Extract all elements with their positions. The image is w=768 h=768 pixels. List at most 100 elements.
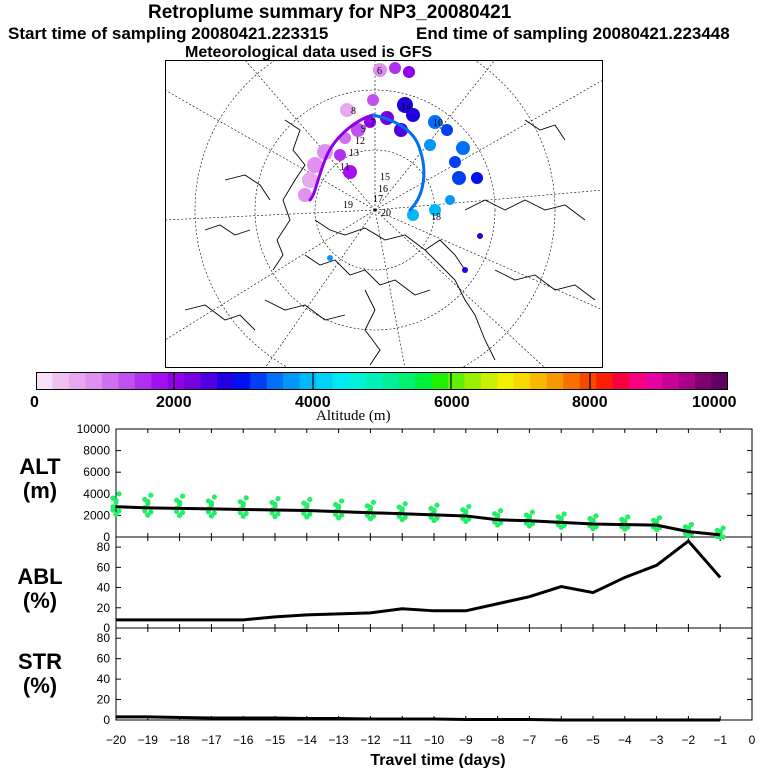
alt-particle-point (116, 491, 122, 497)
colorbar-cell (563, 372, 581, 390)
alt-particle-point (113, 511, 119, 517)
panel-frame (115, 627, 753, 721)
alt-particle-point (174, 508, 180, 515)
y-tick-label: 0 (103, 621, 110, 635)
y-tick-label: 40 (97, 581, 111, 595)
x-tick-label: −6 (554, 733, 568, 747)
alt-particle-point (367, 504, 373, 511)
map-day-label: 19 (343, 200, 353, 211)
map-day-label: 14 (401, 102, 411, 113)
map-day-label: 18 (431, 212, 441, 223)
x-tick-label: −15 (265, 733, 286, 747)
colorbar-cell (431, 372, 449, 390)
alt-particle-point (145, 512, 151, 518)
colorbar-cell (283, 372, 301, 390)
alt-unit-line: (m) (22, 478, 58, 503)
colorbar-cell (299, 372, 317, 390)
abl-unit-line: (%) (22, 588, 58, 613)
alt-particle-point (625, 514, 631, 520)
map-day-label: 12 (355, 136, 365, 147)
map-day-label: 20 (381, 208, 391, 219)
colorbar-cell (398, 372, 416, 390)
alt-particle-point (399, 517, 405, 523)
end-time: End time of sampling 20080421.223448 (416, 24, 730, 43)
x-axis-label: Travel time (days) (370, 752, 505, 768)
map-day-label: 16 (378, 184, 388, 195)
abl-panel-label: ABL (%) (0, 565, 80, 613)
alt-particle-point (498, 508, 504, 514)
x-tick-label: −18 (169, 733, 190, 747)
colorbar-cell (497, 372, 515, 390)
x-tick-label: −14 (297, 733, 318, 747)
x-tick-label: −5 (586, 733, 600, 747)
colorbar-tick: 2000 (156, 394, 192, 411)
alt-particle-point (590, 517, 596, 523)
alt-particle-point (272, 514, 278, 520)
met-data-note: Meteorological data used is GFS (185, 44, 433, 61)
alt-particle-point (399, 506, 405, 512)
y-tick-label: 80 (97, 631, 111, 645)
timeseries-panels: 0200040006000800010000020406080020406080… (77, 422, 756, 768)
colorbar-cell (579, 372, 597, 390)
alt-particle-point (145, 498, 151, 505)
y-tick-label: 60 (97, 652, 111, 666)
colorbar-cell (233, 372, 251, 390)
alt-particle-point (431, 507, 437, 513)
alt-particle-point (237, 509, 243, 515)
colorbar-cell (134, 372, 152, 390)
plume-centroid-tracks (308, 113, 426, 212)
colorbar-cell (447, 372, 465, 390)
colorbar-tick: 4000 (295, 394, 331, 411)
y-tick-label: 2000 (83, 508, 110, 522)
alt-particle-point (205, 509, 211, 515)
series-line (115, 505, 721, 537)
y-tick-label: 20 (97, 693, 111, 707)
colorbar-cell (85, 372, 103, 390)
colorbar-cell (596, 372, 614, 390)
alt-particle-point (275, 496, 281, 502)
x-tick-label: −13 (328, 733, 349, 747)
map-day-label: 15 (380, 172, 390, 183)
str-label-line: STR (18, 649, 62, 674)
colorbar-cell (266, 372, 284, 390)
x-tick-label: −17 (201, 733, 222, 747)
alt-particle-point (367, 516, 373, 522)
y-tick-label: 0 (103, 713, 110, 727)
retroplume-map: 6 8 9 7 12 13 14 11 10 16 15 18 17 20 19 (165, 60, 603, 368)
alt-particle-point (180, 493, 186, 499)
colorbar-cell (250, 372, 268, 390)
colorbar-cell (695, 372, 713, 390)
colorbar-cell (68, 372, 86, 390)
colorbar-cell (365, 372, 383, 390)
alt-label-line: ALT (19, 454, 61, 479)
alt-particle-point (208, 500, 214, 506)
map-day-label: 11 (340, 162, 350, 173)
alt-particle-point (434, 502, 440, 508)
colorbar-cell (316, 372, 334, 390)
alt-particle-point (304, 514, 310, 520)
y-tick-label: 60 (97, 560, 111, 574)
alt-particle-point (402, 501, 408, 507)
alt-particle-point (720, 525, 726, 531)
alt-particle-point (622, 518, 628, 524)
alt-particle-point (561, 511, 567, 517)
y-tick-label: 20 (97, 601, 111, 615)
colorbar-tick: 10000 (692, 394, 737, 411)
y-tick-label: 4000 (83, 487, 110, 501)
alt-particle-point (558, 515, 564, 521)
colorbar-cell (530, 372, 548, 390)
alt-particle-point (240, 513, 246, 519)
map-day-labels: 6 8 9 7 12 13 14 11 10 16 15 18 17 20 19 (340, 66, 443, 223)
alt-particle-point (110, 507, 116, 513)
map-day-label: 7 (370, 118, 375, 129)
colorbar-cell (167, 372, 185, 390)
alt-particle-point (148, 492, 154, 498)
y-tick-label: 0 (103, 530, 110, 544)
x-tick-label: −16 (233, 733, 254, 747)
alt-particle-point (307, 496, 313, 503)
alt-particle-point (526, 513, 533, 520)
plume-clusters (298, 62, 483, 273)
x-tick-label: −11 (392, 733, 412, 747)
alt-particle-point (657, 515, 663, 521)
abl-label-line: ABL (17, 564, 63, 589)
